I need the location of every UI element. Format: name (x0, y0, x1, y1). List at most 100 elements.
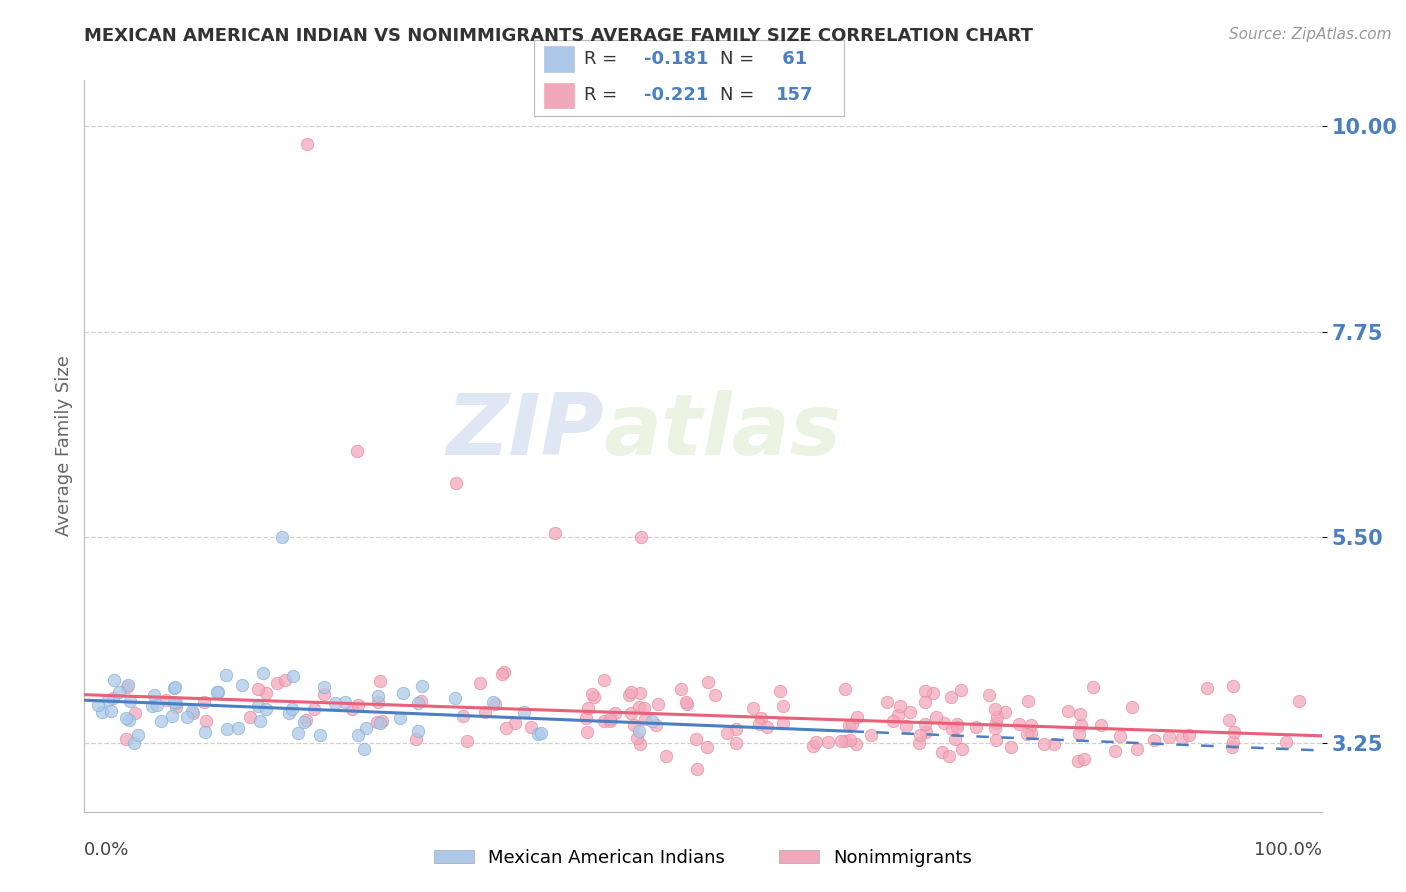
Point (838, 718, 860, 732)
Point (804, 735, 827, 749)
Point (1109, 729, 1132, 743)
Point (946, 717, 969, 731)
Point (834, 681, 856, 696)
Point (484, 697, 506, 711)
Point (368, 715, 391, 730)
Text: ZIP: ZIP (446, 390, 605, 473)
Point (226, 722, 249, 736)
Point (846, 710, 869, 724)
Point (101, 691, 124, 706)
Point (215, 668, 238, 682)
Text: 100.0%: 100.0% (1254, 841, 1322, 859)
Point (1157, 731, 1180, 745)
Bar (544, 83, 575, 109)
Point (294, 713, 316, 727)
Point (756, 720, 779, 734)
Point (932, 716, 955, 731)
Point (1032, 737, 1054, 751)
Point (845, 737, 868, 751)
Point (162, 681, 184, 696)
Point (1195, 681, 1218, 695)
Point (627, 700, 650, 714)
Point (984, 716, 1007, 731)
Point (302, 702, 325, 716)
Point (619, 688, 641, 702)
Point (495, 722, 517, 736)
Point (312, 687, 335, 701)
Point (1069, 706, 1091, 721)
Point (941, 722, 963, 736)
Point (603, 706, 626, 720)
Point (943, 732, 966, 747)
Point (346, 698, 368, 712)
Point (965, 720, 987, 734)
Point (165, 696, 187, 710)
Point (97, 693, 120, 707)
Point (520, 720, 543, 734)
Point (633, 701, 655, 715)
Point (118, 713, 141, 727)
Point (254, 686, 277, 700)
Point (1019, 718, 1042, 732)
Point (576, 700, 599, 714)
Point (984, 732, 1007, 747)
Point (312, 680, 335, 694)
Text: N =: N = (720, 50, 759, 68)
Point (117, 678, 139, 692)
Point (839, 733, 862, 747)
Point (87, 698, 110, 712)
Point (914, 695, 936, 709)
Point (641, 714, 664, 729)
Point (124, 706, 146, 721)
Point (628, 737, 651, 751)
Point (91, 706, 114, 720)
Point (491, 667, 513, 681)
Point (876, 695, 898, 709)
Point (482, 695, 505, 709)
Point (748, 717, 770, 731)
Point (1008, 717, 1031, 731)
Point (246, 682, 269, 697)
Point (830, 733, 852, 747)
Point (444, 690, 467, 705)
Point (620, 685, 643, 699)
Point (620, 706, 643, 720)
Point (581, 687, 603, 701)
Point (696, 740, 718, 755)
Point (772, 715, 794, 730)
Point (742, 701, 765, 715)
Point (1177, 728, 1199, 742)
Legend: Mexican American Indians, Nonimmigrants: Mexican American Indians, Nonimmigrants (426, 842, 980, 874)
Point (675, 695, 697, 709)
Point (165, 699, 187, 714)
Point (889, 699, 911, 714)
Text: -0.181: -0.181 (644, 50, 709, 68)
Point (194, 714, 217, 729)
Point (127, 728, 149, 742)
Point (353, 742, 375, 756)
Point (295, 137, 318, 152)
Point (1043, 737, 1066, 751)
Point (368, 674, 391, 689)
Point (193, 695, 215, 709)
Point (194, 725, 217, 739)
Point (120, 694, 142, 708)
Point (685, 732, 707, 747)
Point (530, 726, 553, 740)
Point (367, 695, 389, 709)
Point (325, 696, 347, 710)
Point (627, 723, 650, 738)
Point (655, 748, 678, 763)
Point (1000, 739, 1022, 754)
Point (181, 706, 204, 720)
Point (938, 748, 960, 763)
Point (366, 714, 388, 729)
Point (599, 712, 621, 726)
Point (247, 698, 270, 713)
Y-axis label: Average Family Size: Average Family Size (55, 356, 73, 536)
Point (494, 665, 516, 679)
Point (908, 728, 931, 742)
Point (1104, 743, 1126, 757)
Point (347, 728, 370, 742)
Text: N =: N = (720, 87, 759, 104)
